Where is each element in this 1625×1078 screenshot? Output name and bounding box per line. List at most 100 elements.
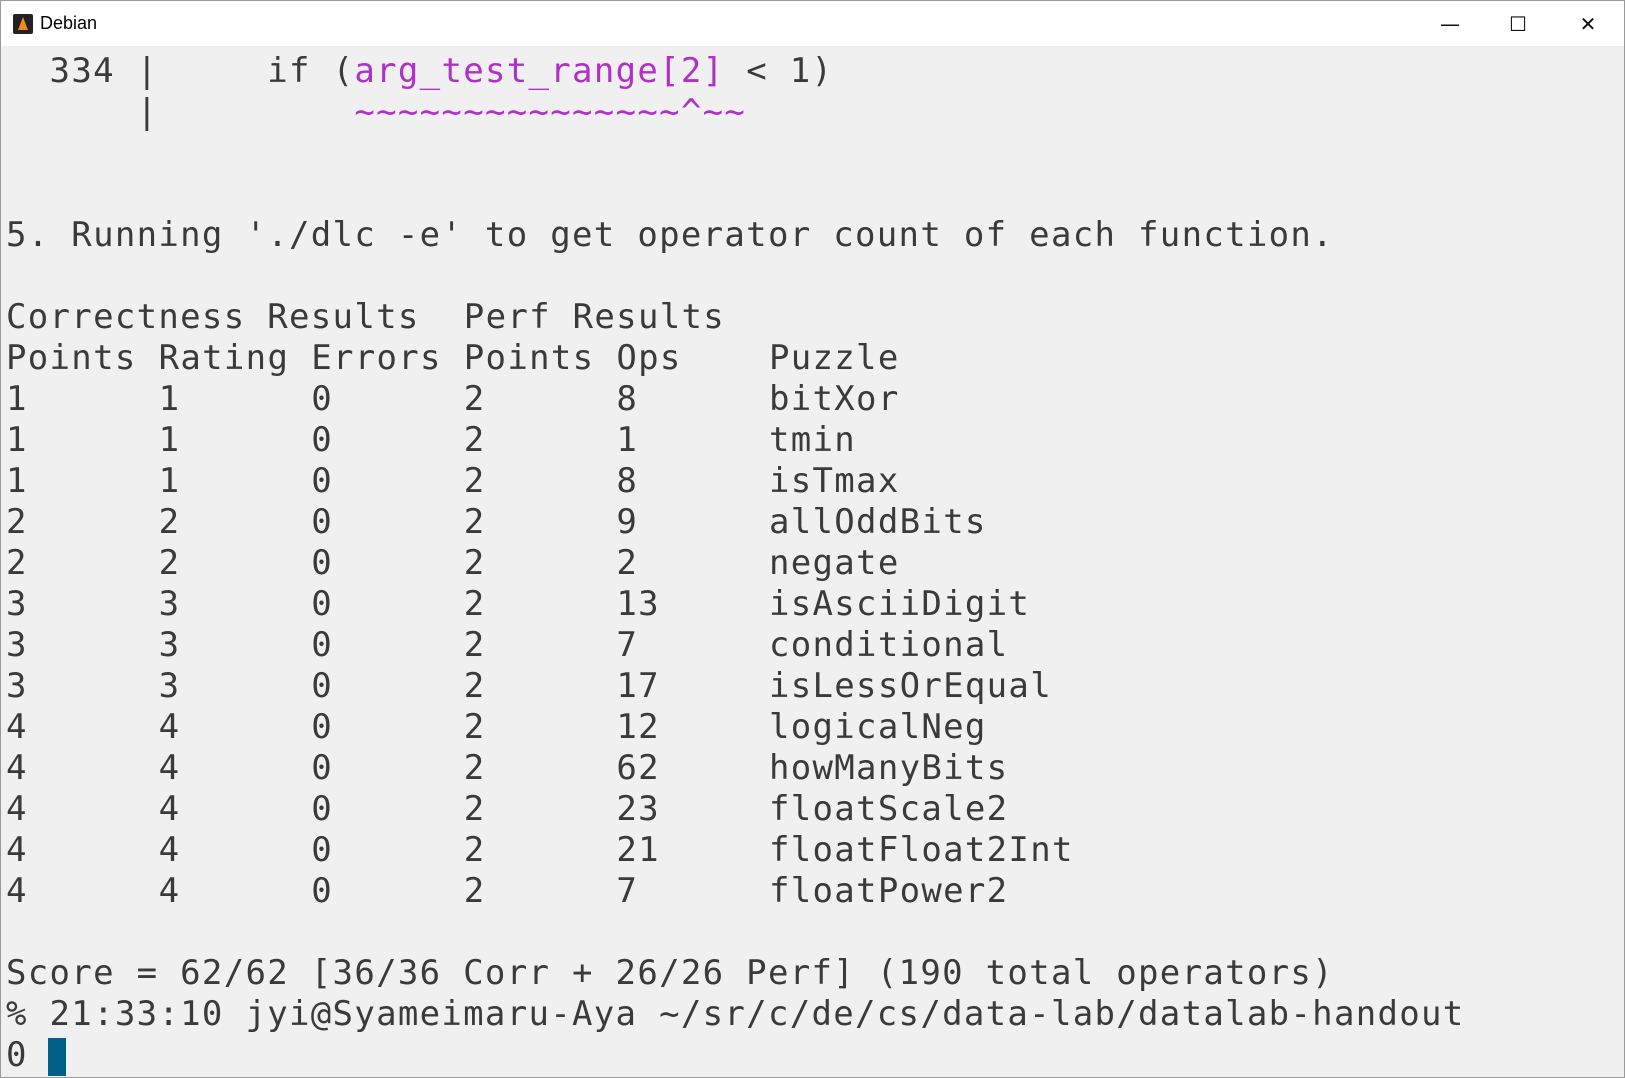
- table-cell: 0: [311, 625, 333, 665]
- group-headers: Correctness Results Perf Results: [6, 297, 1624, 338]
- table-row: 2 2 0 2 2 negate: [6, 543, 1624, 584]
- table-cell: 1: [158, 461, 181, 501]
- table-cell: 1: [158, 379, 181, 419]
- code-line: 334 | if (arg_test_range[2] < 1): [6, 51, 1624, 92]
- table-cell: 4: [158, 871, 181, 911]
- table-cell: 0: [311, 420, 333, 460]
- table-cell: 4: [158, 789, 181, 829]
- table-cell: 4: [158, 748, 181, 788]
- column-headers: Points Rating Errors Points Ops Puzzle: [6, 338, 1624, 379]
- table-cell: 0: [311, 830, 333, 870]
- table-cell: 4: [6, 748, 28, 788]
- table-row: 1 1 0 2 1 tmin: [6, 420, 1624, 461]
- table-row: 4 4 0 2 21 floatFloat2Int: [6, 830, 1624, 871]
- table-cell: 8: [616, 461, 639, 501]
- table-cell: 8: [616, 379, 639, 419]
- table-cell: 2: [463, 379, 486, 419]
- maximize-button[interactable]: ☐: [1509, 11, 1527, 36]
- table-cell: floatFloat2Int: [768, 830, 1074, 870]
- table-cell: 0: [311, 502, 333, 542]
- table-cell: 2: [463, 584, 486, 624]
- table-cell: 2: [6, 543, 28, 583]
- table-row: 1 1 0 2 8 isTmax: [6, 461, 1624, 502]
- table-cell: 0: [311, 707, 333, 747]
- table-row: 4 4 0 2 23 floatScale2: [6, 789, 1624, 830]
- table-cell: isLessOrEqual: [768, 666, 1052, 706]
- minimize-button[interactable]: —: [1440, 11, 1460, 36]
- table-cell: 0: [311, 461, 333, 501]
- column-header: Ops: [616, 338, 682, 378]
- score-line: Score = 62/62 [36/36 Corr + 26/26 Perf] …: [6, 953, 1334, 993]
- table-cell: 4: [6, 707, 28, 747]
- table-cell: 3: [6, 666, 28, 706]
- terminal-output[interactable]: 334 | if (arg_test_range[2] < 1) | ~~~~~…: [6, 51, 1624, 1077]
- table-cell: 2: [158, 502, 181, 542]
- column-header: Puzzle: [768, 338, 900, 378]
- table-cell: 1: [158, 420, 181, 460]
- table-cell: 1: [6, 420, 28, 460]
- gutter: |: [136, 92, 159, 132]
- line-number: 334: [49, 51, 115, 91]
- table-cell: 2: [463, 830, 486, 870]
- column-header: Errors: [311, 338, 442, 378]
- table-cell: bitXor: [768, 379, 900, 419]
- table-cell: 7: [616, 625, 639, 665]
- table-row: 4 4 0 2 12 logicalNeg: [6, 707, 1624, 748]
- table-cell: 2: [463, 748, 486, 788]
- table-cell: 0: [311, 379, 333, 419]
- column-header: Points: [463, 338, 595, 378]
- gutter: |: [136, 51, 159, 91]
- table-cell: 23: [616, 789, 660, 829]
- table-cell: 3: [6, 584, 28, 624]
- table-cell: 2: [463, 871, 486, 911]
- correctness-header: Correctness Results: [6, 297, 420, 337]
- table-row: 4 4 0 2 7 floatPower2: [6, 871, 1624, 912]
- table-cell: 0: [311, 666, 333, 706]
- table-cell: 2: [463, 461, 486, 501]
- table-cell: 0: [311, 748, 333, 788]
- window-title: Debian: [40, 13, 98, 33]
- table-row: 2 2 0 2 9 allOddBits: [6, 502, 1624, 543]
- table-cell: 4: [6, 830, 28, 870]
- table-cell: 2: [463, 502, 486, 542]
- table-cell: 1: [6, 461, 28, 501]
- table-cell: isTmax: [768, 461, 900, 501]
- close-button[interactable]: ✕: [1579, 11, 1597, 36]
- table-cell: conditional: [768, 625, 1009, 665]
- text-cursor: [47, 1037, 66, 1076]
- table-cell: 3: [158, 625, 181, 665]
- table-cell: negate: [768, 543, 900, 583]
- title-bar[interactable]: Debian — ☐ ✕: [1, 1, 1624, 46]
- table-cell: 2: [463, 707, 486, 747]
- prompt-input-line[interactable]: 0: [6, 1035, 1624, 1076]
- table-cell: 2: [463, 625, 486, 665]
- perf-header: Perf Results: [463, 297, 726, 337]
- column-header: Rating: [158, 338, 290, 378]
- table-cell: 2: [463, 420, 486, 460]
- table-cell: 12: [616, 707, 660, 747]
- table-cell: isAsciiDigit: [768, 584, 1031, 624]
- table-cell: 9: [616, 502, 639, 542]
- code-suffix: < 1): [724, 51, 834, 91]
- table-row: 3 3 0 2 17 isLessOrEqual: [6, 666, 1624, 707]
- table-cell: 0: [311, 543, 333, 583]
- table-row: 1 1 0 2 8 bitXor: [6, 379, 1624, 420]
- app-icon: [13, 13, 33, 34]
- marker-line: | ~~~~~~~~~~~~~~~^~~: [6, 92, 1624, 133]
- exit-code: 0: [6, 1035, 28, 1075]
- table-cell: 2: [6, 502, 28, 542]
- table-cell: 21: [616, 830, 660, 870]
- table-cell: 4: [6, 871, 28, 911]
- table-cell: 2: [616, 543, 639, 583]
- table-cell: 4: [158, 707, 181, 747]
- table-cell: howManyBits: [768, 748, 1009, 788]
- table-row: 3 3 0 2 7 conditional: [6, 625, 1624, 666]
- column-header: Points: [6, 338, 137, 378]
- table-cell: 62: [616, 748, 660, 788]
- table-cell: 2: [463, 543, 486, 583]
- table-cell: floatScale2: [768, 789, 1009, 829]
- table-cell: logicalNeg: [768, 707, 987, 747]
- table-cell: 4: [6, 789, 28, 829]
- table-cell: 0: [311, 789, 333, 829]
